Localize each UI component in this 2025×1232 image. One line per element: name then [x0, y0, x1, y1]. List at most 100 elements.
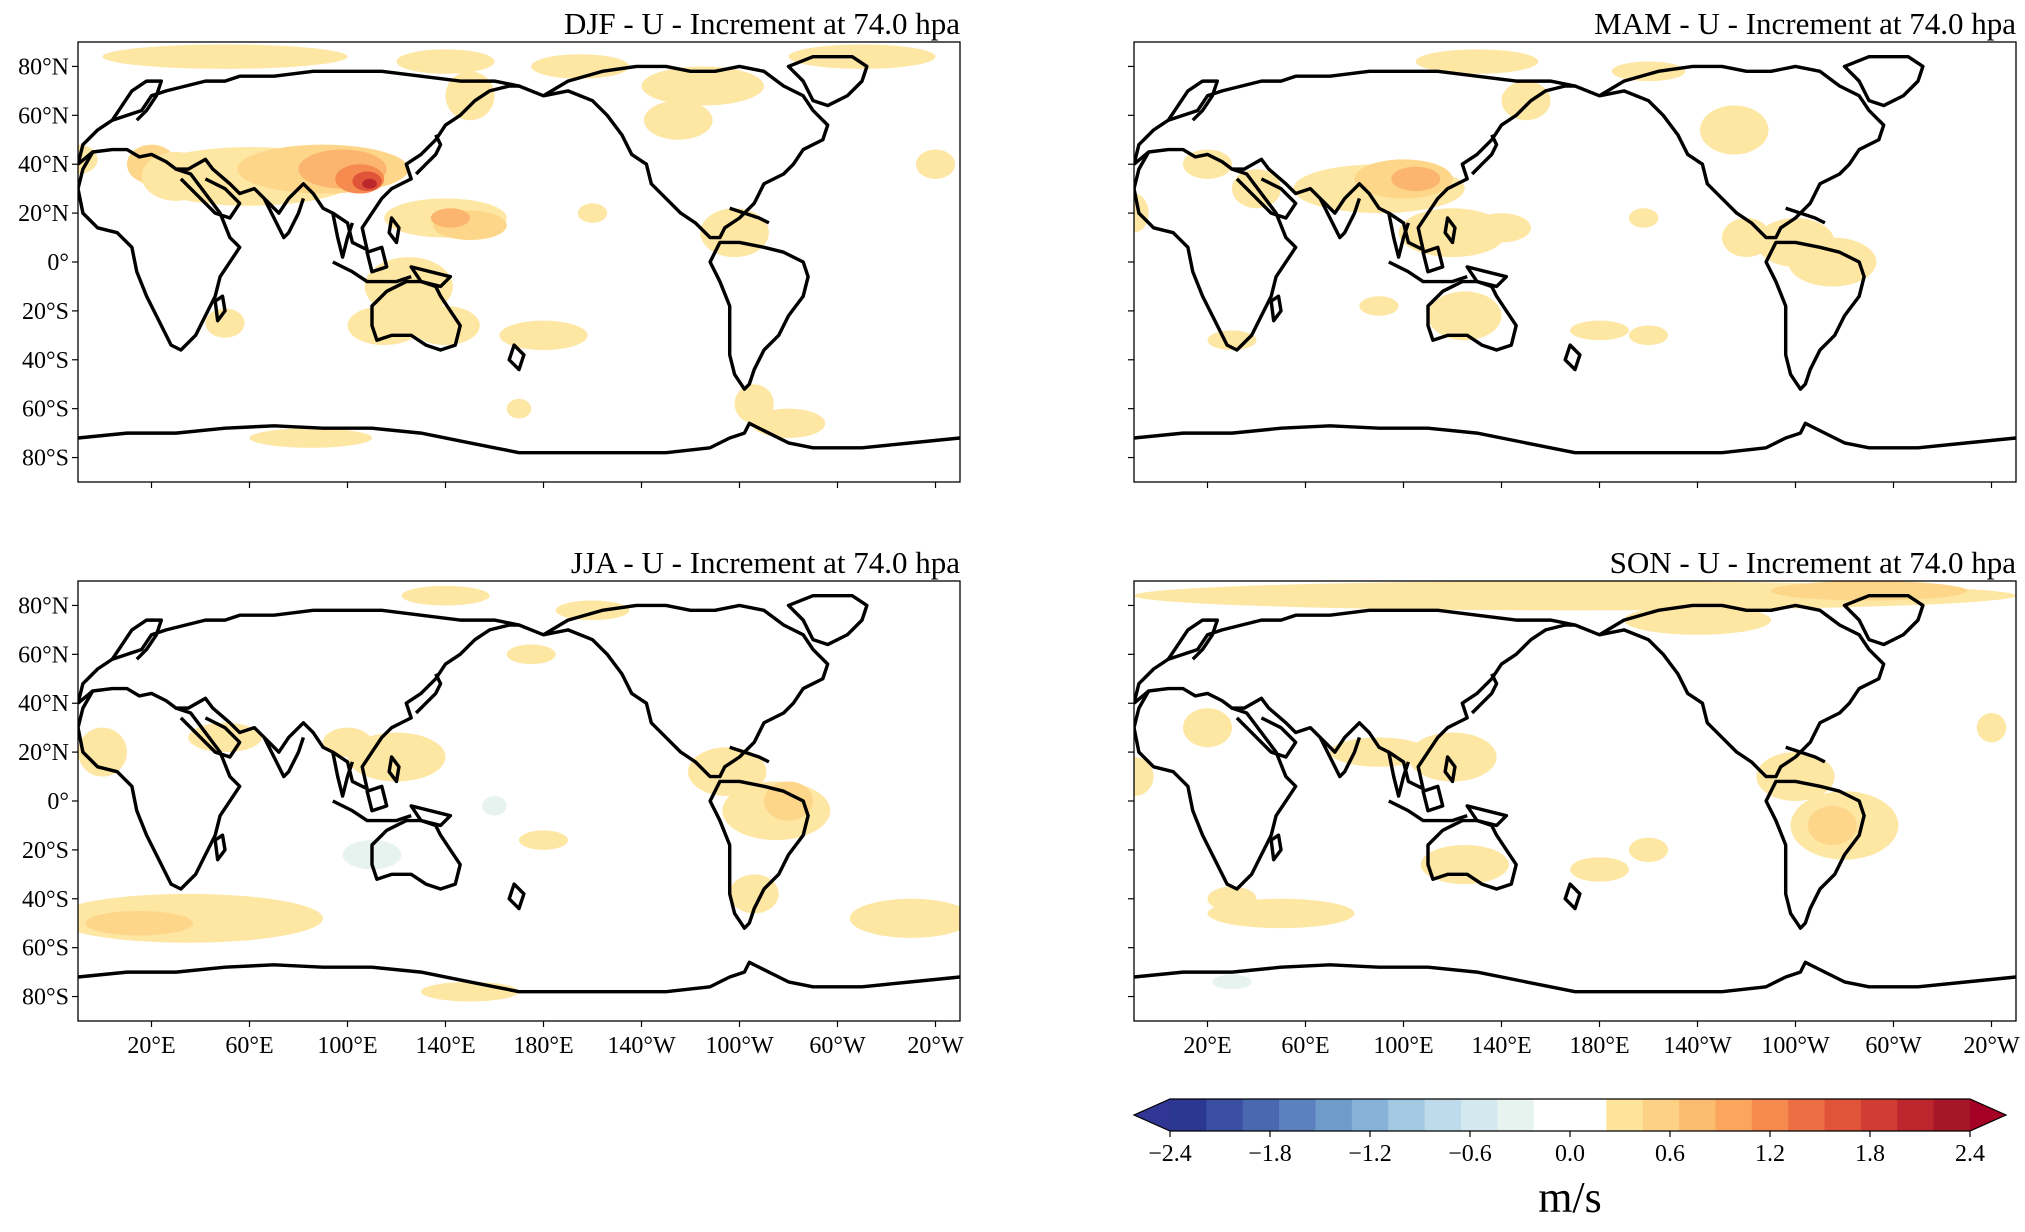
- panel-mam: MAM - U - Increment at 74.0 hpa: [1128, 6, 2017, 488]
- increment-contour: [1501, 81, 1551, 121]
- colorbar: −2.4 −1.8 −1.2 −0.6 0.0 0.6 1.2 1.8 2.4 m/s: [1132, 1098, 2008, 1222]
- colorbar-segment: [1570, 1099, 1607, 1131]
- increment-contour: [1207, 886, 1257, 911]
- increment-contour: [445, 71, 495, 121]
- increment-contour: [519, 830, 568, 850]
- lat-tick-label: 60°N: [18, 642, 69, 668]
- lat-tick-label: 80°S: [22, 446, 69, 472]
- increment-contour: [347, 732, 446, 782]
- lon-tick-label: 60°W: [809, 1033, 866, 1059]
- lat-tick-label: 40°N: [18, 691, 69, 717]
- lat-tick-label: 20°N: [18, 740, 69, 766]
- lat-tick-label: 40°S: [22, 887, 69, 913]
- lat-tick-label: 60°S: [22, 397, 69, 423]
- increment-contour: [421, 981, 519, 1002]
- lon-tick-label: 60°E: [225, 1033, 273, 1059]
- lat-tick-label: 20°S: [22, 299, 69, 325]
- lat-tick-label: 80°S: [22, 985, 69, 1011]
- increment-contour: [643, 100, 713, 140]
- panel-son: SON - U - Increment at 74.0 hpa 20°E 60°E 1…: [1128, 545, 2020, 1059]
- increment-contour: [499, 320, 588, 350]
- increment-contour: [1699, 105, 1769, 155]
- lat-tick-label: 40°N: [18, 152, 69, 178]
- increment-contour: [1183, 708, 1232, 748]
- colorbar-tick-label: 1.2: [1755, 1141, 1785, 1167]
- increment-contour: [396, 49, 495, 74]
- lon-tick-label: 100°W: [705, 1033, 774, 1059]
- increment-contour: [1611, 61, 1686, 82]
- colorbar-segment: [1424, 1099, 1462, 1131]
- map-area: [1134, 42, 2016, 482]
- increment-contour: [1756, 752, 1835, 801]
- colorbar-segment: [1788, 1099, 1826, 1131]
- increment-contour: [1976, 713, 2007, 743]
- increment-contour: [1788, 237, 1877, 287]
- colorbar-tick-label: 2.4: [1955, 1141, 1985, 1167]
- increment-contour: [734, 384, 774, 424]
- increment-contour: [751, 408, 826, 438]
- colorbar-segment: [1751, 1099, 1789, 1131]
- increment-contour: [401, 585, 490, 606]
- lon-tick-label: 140°W: [607, 1033, 676, 1059]
- increment-contour: [764, 781, 813, 821]
- increment-contour: [555, 600, 630, 621]
- increment-contour: [1359, 296, 1399, 316]
- lon-tick-label: 60°E: [1281, 1033, 1329, 1059]
- increment-contour: [482, 796, 507, 816]
- increment-contour: [1134, 757, 1154, 797]
- lon-tick-label: 20°W: [1963, 1033, 2020, 1059]
- panel-title: JJA - U - Increment at 74.0 hpa: [571, 545, 960, 580]
- colorbar-extend-high: [1970, 1099, 2006, 1131]
- increment-contour: [1722, 218, 1771, 258]
- colorbar-unit-label: m/s: [1538, 1173, 1602, 1222]
- colorbar-segment: [1715, 1099, 1753, 1131]
- increment-contour: [1771, 581, 1967, 601]
- lon-tick-label: 100°W: [1761, 1033, 1830, 1059]
- lon-tick-label: 140°E: [415, 1033, 475, 1059]
- lat-tick-label: 80°N: [18, 54, 69, 80]
- lat-tick-label: 0°: [47, 250, 69, 276]
- increment-contour: [141, 152, 211, 201]
- increment-contour: [1408, 732, 1497, 782]
- colorbar-tick-label: −2.4: [1148, 1141, 1192, 1167]
- colorbar-segment: [1860, 1099, 1898, 1131]
- increment-contour: [249, 428, 372, 448]
- lat-tick-label: 60°S: [22, 936, 69, 962]
- colorbar-segment: [1497, 1099, 1535, 1131]
- increment-contour: [1472, 213, 1531, 243]
- colorbar-segment: [1533, 1099, 1571, 1131]
- increment-contour: [1807, 805, 1857, 845]
- colorbar-segment: [1460, 1099, 1498, 1131]
- panel-title: MAM - U - Increment at 74.0 hpa: [1594, 6, 2016, 41]
- colorbar-segment: [1606, 1099, 1644, 1131]
- map-area: [1134, 581, 2016, 1021]
- increment-contour: [700, 208, 769, 258]
- colorbar-tick-label: 0.6: [1655, 1141, 1685, 1167]
- lat-tick-label: 0°: [47, 789, 69, 815]
- lon-tick-label: 140°W: [1663, 1033, 1732, 1059]
- increment-contour: [362, 178, 377, 189]
- increment-contour: [78, 727, 127, 777]
- increment-contour: [1212, 974, 1252, 990]
- lon-tick-label: 100°E: [1373, 1033, 1433, 1059]
- lat-tick-label: 60°N: [18, 103, 69, 129]
- colorbar-extend-low: [1134, 1099, 1170, 1131]
- increment-contour: [788, 44, 936, 69]
- colorbar-segment: [1679, 1099, 1716, 1131]
- lon-tick-label: 20°E: [1183, 1033, 1231, 1059]
- lon-tick-label: 180°E: [513, 1033, 573, 1059]
- increment-contour: [1628, 208, 1659, 228]
- lat-tick-label: 20°N: [18, 201, 69, 227]
- colorbar-segment: [1206, 1099, 1244, 1131]
- increment-contour: [1628, 325, 1669, 346]
- increment-contour: [506, 398, 532, 419]
- increment-contour: [323, 727, 372, 757]
- colorbar-tick-label: −1.8: [1248, 1141, 1292, 1167]
- colorbar-segment: [1388, 1099, 1426, 1131]
- colorbar-segment: [1642, 1099, 1680, 1131]
- colorbar-segment: [1279, 1099, 1316, 1131]
- increment-contour: [577, 203, 608, 223]
- panel-jja: JJA - U - Increment at 74.0 hpa 80°N 60°N 4…: [18, 545, 964, 1059]
- lon-tick-label: 20°E: [127, 1033, 175, 1059]
